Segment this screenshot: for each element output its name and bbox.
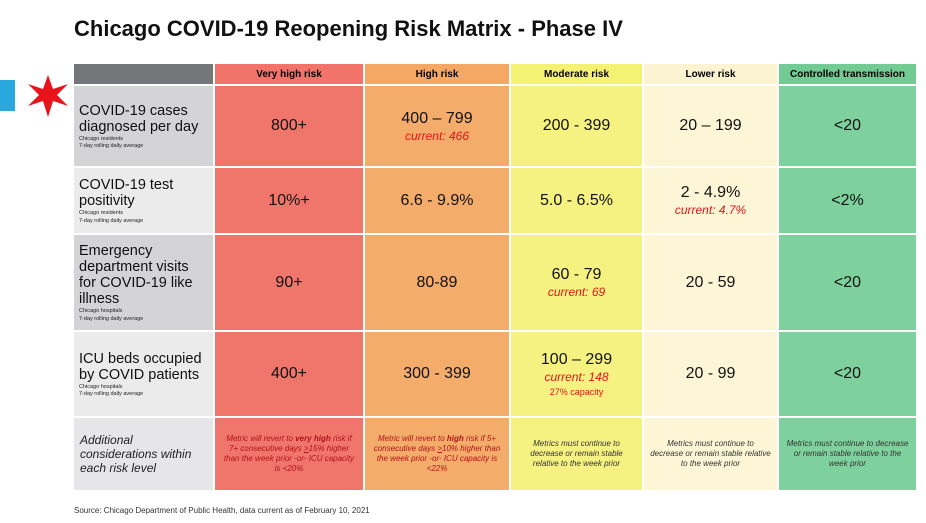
metric-source: Chicago hospitals <box>79 308 123 314</box>
chicago-star-icon <box>28 75 68 117</box>
cell-controlled: <2% <box>779 168 916 233</box>
cell-lower: 20 - 59 <box>644 235 777 330</box>
cell-lower: 20 – 199 <box>644 86 777 166</box>
header-row: Very high risk High risk Moderate risk L… <box>74 64 916 84</box>
header-moderate-risk: Moderate risk <box>511 64 642 84</box>
metric-name: COVID-19 test positivity <box>79 177 174 209</box>
metric-ed-visits: Emergency department visits for COVID-19… <box>74 235 213 330</box>
current-value: current: 4.7% <box>674 203 747 217</box>
table-row: ICU beds occupied by COVID patients Chic… <box>74 332 916 416</box>
header-high-risk: High risk <box>365 64 509 84</box>
risk-matrix: Very high risk High risk Moderate risk L… <box>72 62 918 492</box>
metric-method: 7-day rolling daily average <box>79 217 144 224</box>
metric-source: Chicago residents <box>79 210 124 216</box>
cell-controlled: <20 <box>779 86 916 166</box>
considerations-row: Additional considerations within each ri… <box>74 418 916 490</box>
cell-very-high: 90+ <box>215 235 363 330</box>
table-row: Emergency department visits for COVID-19… <box>74 235 916 330</box>
note-moderate: Metrics must continue to decrease or rem… <box>511 418 642 490</box>
current-value: current: 148 <box>544 370 609 384</box>
table-row: COVID-19 cases diagnosed per day Chicago… <box>74 86 916 166</box>
metric-name: Emergency department visits for COVID-19… <box>79 243 193 307</box>
metric-method: 7-day rolling daily average <box>79 391 144 397</box>
metric-name: COVID-19 cases diagnosed per day <box>79 102 199 135</box>
metric-method: 7-day rolling daily average <box>79 315 144 322</box>
cell-very-high: 400+ <box>215 332 363 416</box>
header-controlled-transmission: Controlled transmission <box>779 64 916 84</box>
cell-high: 80-89 <box>365 235 509 330</box>
cell-moderate: 60 - 79 current: 69 <box>511 235 642 330</box>
cell-very-high: 800+ <box>215 86 363 166</box>
cell-moderate: 200 - 399 <box>511 86 642 166</box>
metric-method: 7-day rolling daily average <box>79 143 144 149</box>
cell-controlled: <20 <box>779 235 916 330</box>
cell-high: 400 – 799 current: 466 <box>365 86 509 166</box>
note-very-high: Metric will revert to very high risk if … <box>215 418 363 490</box>
page-title: Chicago COVID-19 Reopening Risk Matrix -… <box>74 16 623 41</box>
cell-lower: 20 - 99 <box>644 332 777 416</box>
note-controlled: Metrics must continue to decrease or rem… <box>779 418 916 490</box>
source-footer: Source: Chicago Department of Public Hea… <box>74 506 370 515</box>
metric-source: Chicago hospitals <box>79 383 123 390</box>
cell-controlled: <20 <box>779 332 916 416</box>
cell-moderate: 5.0 - 6.5% <box>511 168 642 233</box>
cell-moderate: 100 – 299 current: 148 27% capacity <box>511 332 642 416</box>
current-value: current: 466 <box>404 128 470 143</box>
metric-source: Chicago residents <box>79 135 124 142</box>
cell-very-high: 10%+ <box>215 168 363 233</box>
metric-cases: COVID-19 cases diagnosed per day Chicago… <box>74 86 213 166</box>
table-row: COVID-19 test positivity Chicago residen… <box>74 168 916 233</box>
chicago-flag-stripe-icon <box>0 80 15 111</box>
cell-high: 6.6 - 9.9% <box>365 168 509 233</box>
header-lower-risk: Lower risk <box>644 64 777 84</box>
cell-high: 300 - 399 <box>365 332 509 416</box>
header-very-high-risk: Very high risk <box>215 64 363 84</box>
considerations-label: Additional considerations within each ri… <box>74 418 213 490</box>
metric-name: ICU beds occupied by COVID patients <box>79 350 202 383</box>
header-blank <box>74 64 213 84</box>
current-value: current: 69 <box>547 285 606 299</box>
cell-lower: 2 - 4.9% current: 4.7% <box>644 168 777 233</box>
note-high: Metric will revert to high risk if 5+ co… <box>365 418 509 490</box>
note-lower: Metrics must continue to decrease or rem… <box>644 418 777 490</box>
capacity-value: 27% capacity <box>549 387 604 397</box>
metric-test-positivity: COVID-19 test positivity Chicago residen… <box>74 168 213 233</box>
metric-icu-beds: ICU beds occupied by COVID patients Chic… <box>74 332 213 416</box>
